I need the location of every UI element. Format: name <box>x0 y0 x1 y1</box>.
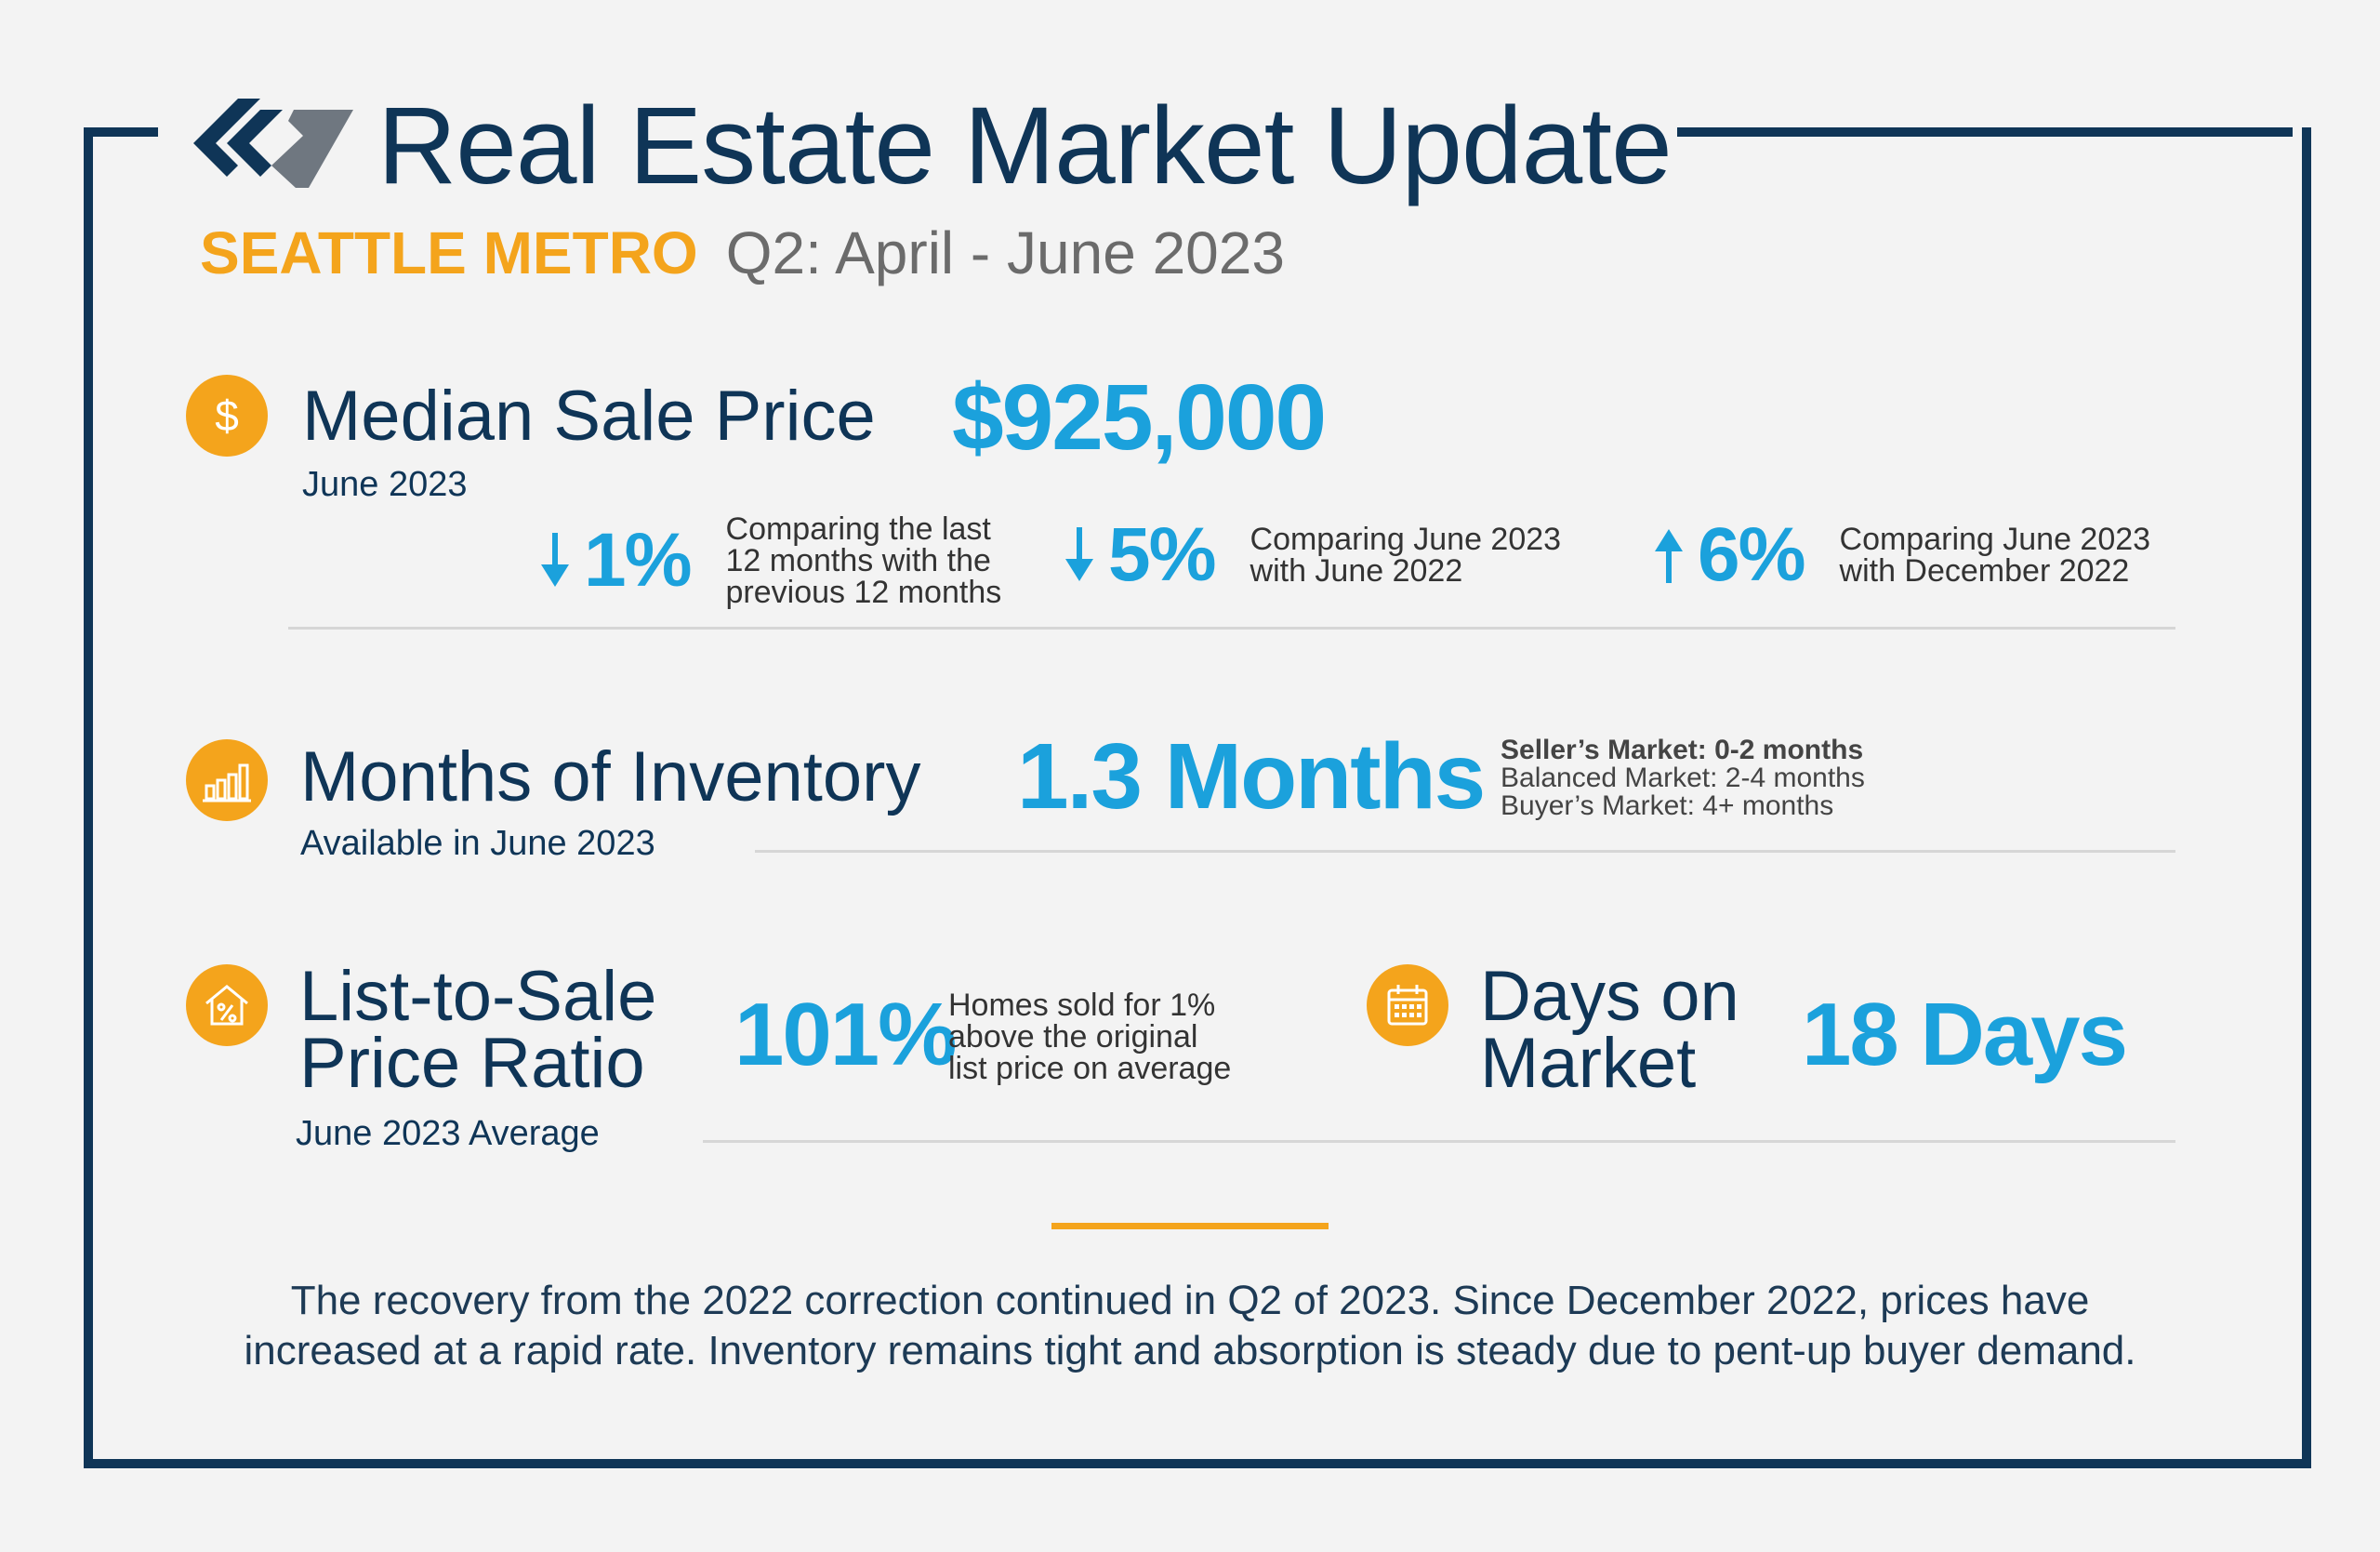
legend-buyers: Buyer’s Market: 4+ months <box>1501 790 1834 821</box>
stat-note: Comparing June 2023 with December 2022 <box>1839 522 2151 589</box>
arrow-up-icon <box>1655 529 1683 583</box>
inventory-value: 1.3 Months <box>1017 724 1486 829</box>
arrow-down-icon <box>541 533 569 587</box>
median-price-value: $925,000 <box>952 365 1327 470</box>
subtitle: SEATTLE METRO Q2: April - June 2023 <box>200 216 1285 290</box>
days-on-market-label: Days on Market <box>1480 957 1739 1103</box>
bar-chart-icon <box>186 739 268 821</box>
list-to-sale-label: List-to-Sale Price Ratio <box>299 957 657 1103</box>
market-legend: Seller’s Market: 0-2 months Balanced Mar… <box>1501 736 1865 820</box>
house-percent-icon <box>186 964 268 1046</box>
stat-note: Comparing June 2023 with June 2022 <box>1250 522 1562 589</box>
inventory-label: Months of Inventory <box>300 737 921 816</box>
median-price-sublabel: June 2023 <box>302 465 468 504</box>
stat-ytd-change: 6% Comparing June 2023 with December 202… <box>1653 513 2150 597</box>
brand-logo <box>193 99 353 188</box>
legend-balanced: Balanced Market: 2-4 months <box>1501 763 1865 793</box>
list-to-sale-value: 101% <box>734 985 958 1084</box>
period-label: Q2: April - June 2023 <box>725 219 1285 286</box>
stat-value: 6% <box>1698 512 1806 597</box>
summary-text: The recovery from the 2022 correction co… <box>244 1278 2136 1373</box>
stat-value: 5% <box>1108 512 1217 597</box>
dollar-icon: $ <box>186 375 268 457</box>
inventory-sublabel: Available in June 2023 <box>300 824 655 863</box>
region-label: SEATTLE METRO <box>200 219 698 286</box>
stat-yoy-change: 5% Comparing June 2023 with June 2022 <box>1064 513 1561 597</box>
accent-rule <box>1051 1223 1329 1229</box>
calendar-icon <box>1367 964 1448 1046</box>
stat-value: 1% <box>584 518 693 603</box>
days-on-market-value: 18 Days <box>1802 985 2128 1084</box>
stat-note: Comparing the last 12 months with the pr… <box>725 511 1002 610</box>
list-to-sale-note: Homes sold for 1% above the original lis… <box>948 988 1232 1086</box>
svg-text:$: $ <box>215 391 239 440</box>
frame-top-left-segment <box>84 127 158 137</box>
frame-top-right-segment <box>1677 127 2293 137</box>
list-to-sale-sublabel: June 2023 Average <box>296 1114 600 1153</box>
content-frame <box>84 127 2311 1468</box>
median-price-label: Median Sale Price <box>302 377 876 456</box>
stat-12-month-change: 1% Comparing the last 12 months with the… <box>539 513 1001 608</box>
page-title: Real Estate Market Update <box>377 85 1673 207</box>
divider <box>703 1140 2175 1143</box>
divider <box>755 850 2175 853</box>
divider <box>288 627 2175 630</box>
arrow-down-icon <box>1065 527 1093 581</box>
legend-sellers: Seller’s Market: 0-2 months <box>1501 735 1864 765</box>
